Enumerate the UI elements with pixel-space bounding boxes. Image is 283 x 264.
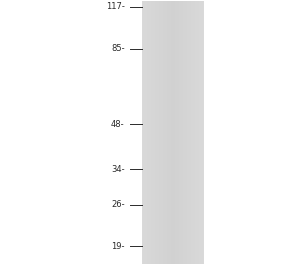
- Bar: [171, 1, 172, 264]
- Text: 85-: 85-: [111, 44, 125, 53]
- Bar: [200, 1, 201, 264]
- Bar: [201, 1, 202, 264]
- Bar: [173, 1, 174, 264]
- Bar: [196, 1, 197, 264]
- Bar: [154, 1, 155, 264]
- Bar: [187, 1, 188, 264]
- Bar: [145, 1, 146, 264]
- Bar: [143, 1, 144, 264]
- Bar: [147, 1, 148, 264]
- Bar: [182, 1, 183, 264]
- Bar: [199, 1, 200, 264]
- Bar: [183, 1, 184, 264]
- Bar: [193, 1, 194, 264]
- Bar: [169, 1, 170, 264]
- Bar: [194, 1, 195, 264]
- Bar: [166, 1, 167, 264]
- Bar: [172, 1, 173, 264]
- Bar: [191, 1, 192, 264]
- Bar: [152, 1, 153, 264]
- Bar: [148, 1, 149, 264]
- Bar: [184, 1, 185, 264]
- Bar: [202, 1, 203, 264]
- Bar: [159, 1, 160, 264]
- Bar: [186, 1, 187, 264]
- Bar: [180, 1, 181, 264]
- Bar: [146, 1, 147, 264]
- Bar: [168, 1, 169, 264]
- Bar: [183, 1, 184, 264]
- Bar: [179, 1, 180, 264]
- Text: 26-: 26-: [111, 200, 125, 209]
- Bar: [203, 1, 204, 264]
- Bar: [175, 1, 176, 264]
- Bar: [195, 1, 196, 264]
- Text: 19-: 19-: [111, 242, 125, 251]
- Bar: [167, 1, 168, 264]
- Bar: [185, 1, 186, 264]
- Bar: [198, 1, 199, 264]
- Bar: [162, 1, 163, 264]
- Bar: [197, 1, 198, 264]
- Bar: [149, 1, 150, 264]
- Text: 34-: 34-: [111, 165, 125, 174]
- Bar: [151, 1, 152, 264]
- Bar: [189, 1, 190, 264]
- Bar: [192, 1, 193, 264]
- Bar: [170, 1, 171, 264]
- Bar: [177, 1, 178, 264]
- Bar: [174, 1, 175, 264]
- Bar: [144, 1, 145, 264]
- Text: 48-: 48-: [111, 120, 125, 129]
- Bar: [188, 1, 189, 264]
- Bar: [142, 1, 143, 264]
- Bar: [178, 1, 179, 264]
- Bar: [161, 1, 162, 264]
- Bar: [176, 1, 177, 264]
- Bar: [157, 1, 158, 264]
- Bar: [153, 1, 154, 264]
- Bar: [156, 1, 157, 264]
- Bar: [158, 1, 159, 264]
- Bar: [155, 1, 156, 264]
- Bar: [160, 1, 161, 264]
- Bar: [165, 1, 166, 264]
- Bar: [150, 1, 151, 264]
- Bar: [163, 1, 164, 264]
- Bar: [190, 1, 191, 264]
- Bar: [181, 1, 182, 264]
- Bar: [164, 1, 165, 264]
- Text: 117-: 117-: [106, 2, 125, 11]
